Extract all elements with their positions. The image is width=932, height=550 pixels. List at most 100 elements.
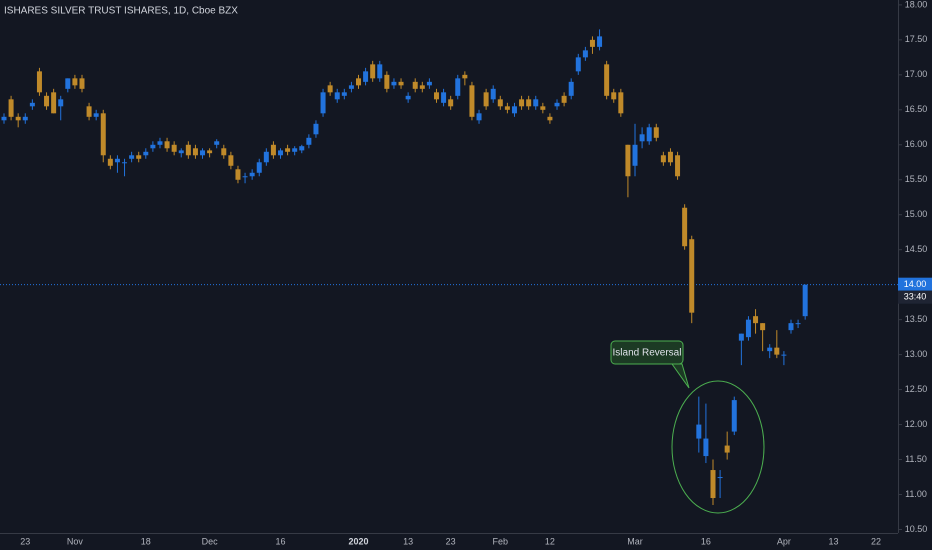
candle-body (526, 99, 532, 107)
candle-body (738, 333, 744, 341)
candle-body (767, 347, 773, 352)
candle-body (228, 155, 234, 166)
candle-body (519, 99, 525, 107)
x-tick-label: 23 (20, 536, 30, 546)
x-tick-label: 18 (141, 536, 151, 546)
candle-body (717, 477, 723, 479)
candle-body (377, 64, 383, 79)
candle-body (703, 438, 709, 457)
candle-body (129, 155, 135, 159)
candle-body (192, 148, 198, 156)
y-tick-label: 12.00 (905, 419, 928, 429)
candle-body (469, 85, 475, 117)
last-price-badge (898, 277, 932, 291)
candle-body (433, 92, 439, 100)
candle-body (157, 141, 163, 145)
candle-body (79, 78, 85, 89)
candle-body (462, 74, 468, 79)
candle-body (405, 95, 411, 100)
candle-body (490, 88, 496, 100)
y-tick-label: 17.00 (905, 69, 928, 79)
candle-body (270, 144, 276, 156)
x-tick-label: Mar (627, 536, 643, 546)
candle-body (611, 92, 617, 100)
candle-body (667, 151, 673, 163)
candle-body (278, 150, 284, 156)
candle-body (86, 106, 92, 117)
candle-body (653, 127, 659, 138)
candle-body (8, 99, 14, 117)
x-tick-label: 16 (276, 536, 286, 546)
candle-body (249, 172, 255, 177)
candle-body (568, 81, 574, 96)
candle-body (441, 92, 447, 103)
last-price-label: 14.00 (904, 279, 927, 289)
annotation-text: Island Reversal (613, 348, 682, 359)
candle-body (36, 71, 42, 93)
x-tick-label: 12 (545, 536, 555, 546)
candle-body (689, 239, 695, 313)
candle-body (504, 106, 510, 110)
candle-body (391, 81, 397, 86)
candle-body (802, 284, 808, 317)
candle-body (178, 150, 184, 154)
candle-body (44, 95, 50, 107)
candle-body (150, 144, 156, 149)
candle-body (292, 148, 298, 152)
x-tick-label: Apr (777, 536, 791, 546)
candle-body (363, 71, 369, 82)
candle-body (171, 144, 177, 152)
candle-body (696, 424, 702, 439)
candle-body (58, 99, 64, 107)
x-tick-label: Dec (202, 536, 219, 546)
candle-body (625, 144, 631, 177)
x-tick-label: 16 (701, 536, 711, 546)
candle-body (136, 155, 142, 159)
candle-body (1, 116, 7, 121)
candle-body (242, 176, 248, 178)
candle-body (370, 64, 376, 79)
y-tick-label: 18.00 (905, 0, 928, 9)
candle-body (419, 85, 425, 89)
candle-body (114, 158, 120, 163)
candle-body (660, 155, 666, 163)
candle-body (285, 148, 291, 152)
candle-body (604, 64, 610, 96)
candle-body (200, 150, 206, 156)
candle-body (384, 74, 390, 89)
candle-body (100, 113, 106, 156)
y-tick-label: 16.00 (905, 139, 928, 149)
y-tick-label: 17.50 (905, 34, 928, 44)
candle-body (299, 146, 305, 151)
y-tick-label: 11.50 (905, 454, 927, 464)
candle-body (426, 81, 432, 86)
candle-body (15, 116, 21, 121)
y-tick-label: 16.50 (905, 104, 928, 114)
candle-body (646, 127, 652, 142)
candle-body (582, 50, 588, 58)
candle-body (93, 113, 99, 117)
candle-body (575, 57, 581, 72)
candle-body (639, 134, 645, 142)
annotation-ellipse (671, 380, 765, 514)
candle-body (618, 92, 624, 114)
y-tick-label: 11.00 (905, 489, 927, 499)
callout-box (610, 340, 684, 365)
candle-body (29, 102, 35, 107)
candle-body (511, 106, 517, 114)
candle-body (561, 95, 567, 103)
candle-body (398, 81, 404, 86)
x-tick-label: Nov (67, 536, 84, 546)
candle-body (753, 316, 759, 324)
candle-body (533, 99, 539, 107)
candle-body (207, 150, 213, 154)
candle-body (455, 78, 461, 96)
candle-body (497, 99, 503, 107)
x-tick-label: Feb (493, 536, 509, 546)
candle-body (774, 347, 780, 355)
candle-body (221, 148, 227, 156)
candle-body (51, 92, 57, 114)
candle-body (122, 162, 128, 164)
